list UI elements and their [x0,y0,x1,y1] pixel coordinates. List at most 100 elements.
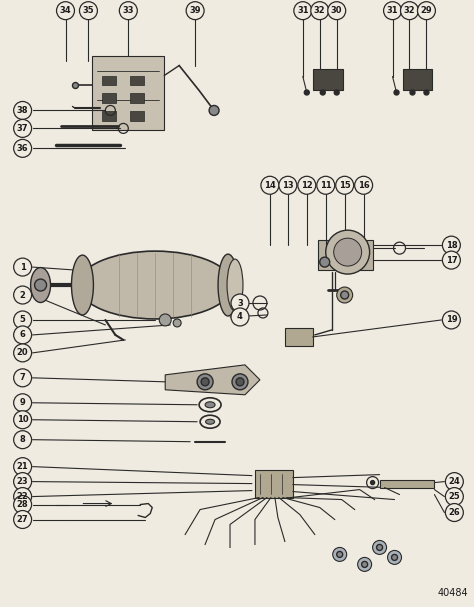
Circle shape [320,257,330,267]
Ellipse shape [206,419,215,424]
Text: 18: 18 [446,240,457,249]
Ellipse shape [72,255,93,315]
Bar [102,112,116,121]
Ellipse shape [227,259,243,311]
Circle shape [14,286,32,304]
Bar [102,75,116,86]
Circle shape [14,487,32,506]
Polygon shape [165,365,260,395]
Bar [313,69,343,90]
Text: 5: 5 [20,316,26,325]
Text: 4: 4 [237,313,243,322]
Bar [380,480,434,487]
Circle shape [442,236,460,254]
Circle shape [231,308,249,326]
Text: 32: 32 [314,6,326,15]
Text: 24: 24 [448,477,460,486]
Circle shape [159,314,171,326]
Circle shape [14,258,32,276]
Text: 38: 38 [17,106,28,115]
Text: 26: 26 [448,508,460,517]
Text: 30: 30 [331,6,342,15]
Circle shape [442,311,460,329]
Circle shape [35,279,46,291]
Text: 2: 2 [20,291,26,299]
Circle shape [14,120,32,137]
Circle shape [298,176,316,194]
Text: 25: 25 [448,492,460,501]
Circle shape [14,101,32,120]
Text: 14: 14 [264,181,276,190]
Text: 27: 27 [17,515,28,524]
Circle shape [186,2,204,19]
Text: 20: 20 [17,348,28,358]
Ellipse shape [218,254,238,316]
Bar [402,69,432,90]
Circle shape [401,2,419,19]
Circle shape [394,90,399,95]
Text: 31: 31 [297,6,309,15]
Text: 39: 39 [190,6,201,15]
Circle shape [418,2,436,19]
Text: 34: 34 [60,6,71,15]
Circle shape [371,481,374,484]
Circle shape [231,294,249,312]
Circle shape [197,374,213,390]
Circle shape [336,176,354,194]
Circle shape [320,90,325,95]
Circle shape [334,238,362,266]
Text: 19: 19 [446,316,457,325]
Text: 37: 37 [17,124,28,133]
Circle shape [446,487,463,506]
Text: 21: 21 [17,462,28,471]
Circle shape [333,548,346,561]
Circle shape [14,311,32,329]
Bar [102,93,116,103]
Circle shape [373,540,387,554]
Circle shape [410,90,415,95]
Circle shape [232,374,248,390]
Circle shape [317,176,335,194]
Circle shape [56,2,74,19]
Circle shape [424,90,429,95]
Text: 16: 16 [358,181,370,190]
Circle shape [14,431,32,449]
Circle shape [236,378,244,386]
Text: 10: 10 [17,415,28,424]
Circle shape [73,83,79,89]
Circle shape [326,230,370,274]
Bar [255,470,293,498]
Circle shape [376,544,383,551]
Circle shape [337,551,343,557]
Text: 31: 31 [387,6,398,15]
Text: 28: 28 [17,500,28,509]
Text: 22: 22 [17,492,28,501]
Text: 13: 13 [282,181,294,190]
Circle shape [279,176,297,194]
Circle shape [209,106,219,115]
Circle shape [304,90,310,95]
Text: 9: 9 [20,398,26,407]
Circle shape [173,319,181,327]
Circle shape [14,510,32,529]
Circle shape [201,378,209,386]
Bar [130,93,144,103]
Circle shape [14,326,32,344]
Circle shape [311,2,329,19]
Circle shape [355,176,373,194]
Text: 7: 7 [20,373,26,382]
Text: 33: 33 [123,6,134,15]
Ellipse shape [205,402,215,408]
Text: 32: 32 [404,6,415,15]
Circle shape [14,458,32,476]
Circle shape [14,473,32,490]
Circle shape [341,291,349,299]
Text: 35: 35 [82,6,94,15]
Bar [318,240,373,270]
Circle shape [334,90,339,95]
Text: 40484: 40484 [438,588,468,599]
Bar [285,328,313,346]
Circle shape [14,369,32,387]
Text: 8: 8 [20,435,26,444]
Text: 17: 17 [446,256,457,265]
